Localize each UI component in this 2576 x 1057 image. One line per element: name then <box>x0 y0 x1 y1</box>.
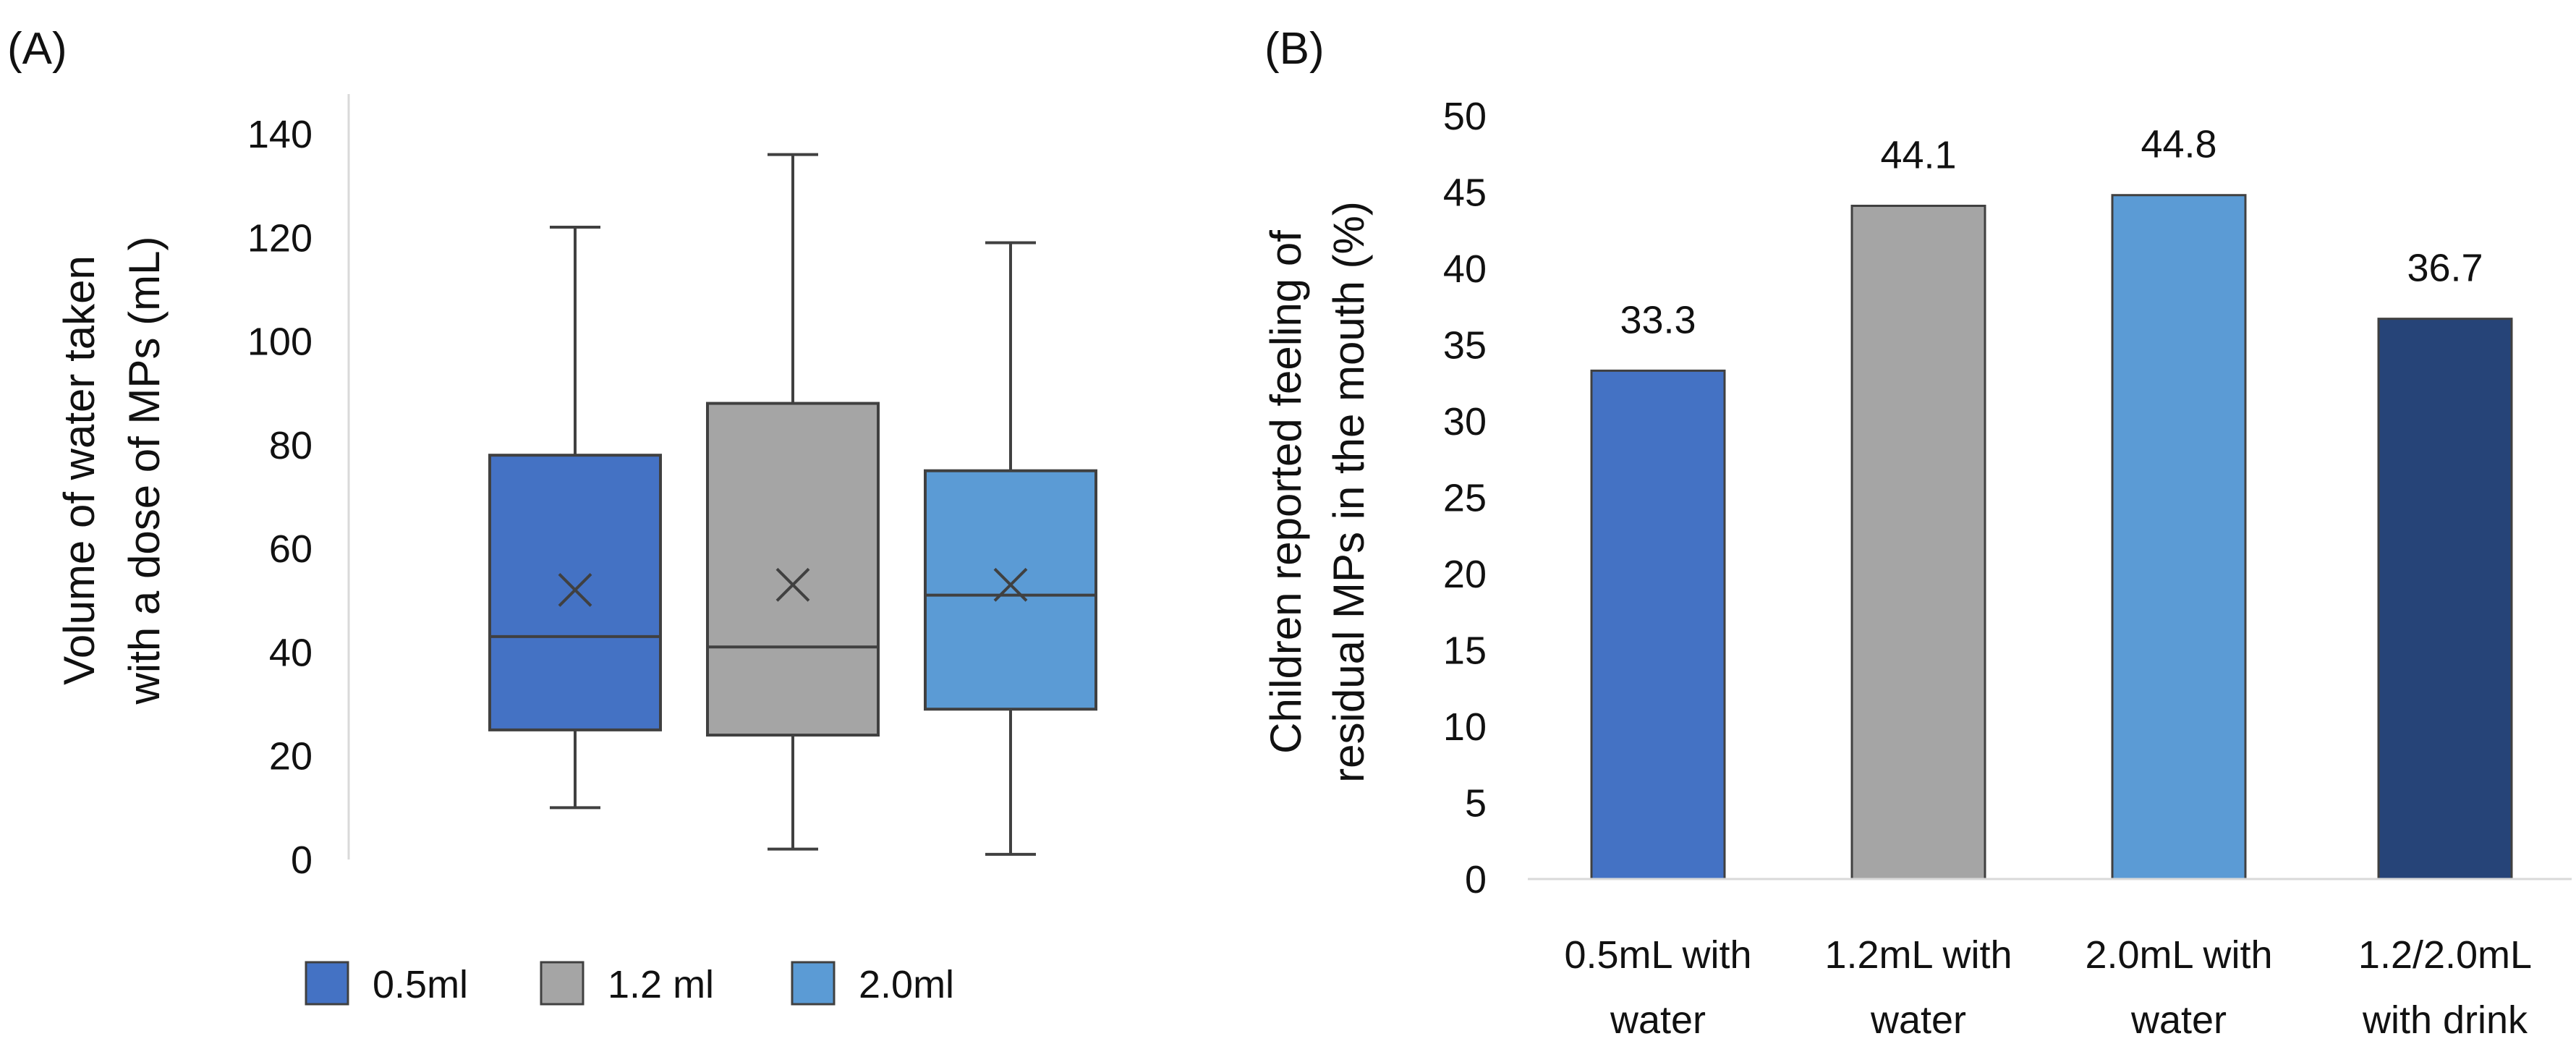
panel-b-y-tick-label-40: 40 <box>1443 247 1487 291</box>
panel-a-boxes <box>488 153 1097 856</box>
panel-b-y-tick-label-45: 45 <box>1443 171 1487 215</box>
panel-b-x-ticks: 0.5mL with water 1.2mL with water 2.0mL … <box>1564 933 2532 1042</box>
panel-a-label: (A) <box>7 24 67 74</box>
x-tick-label-3-line2: with drink <box>2362 998 2528 1042</box>
panel-b: (B) Children reported feeling of residua… <box>1262 24 2572 1042</box>
bar-value-label-1: 44.1 <box>1880 133 1956 177</box>
panel-b-y-tick-label-5: 5 <box>1465 782 1487 825</box>
panel-a-ylabel-line2: with a dose of MPs (mL) <box>120 237 169 705</box>
x-tick-label-1-line1: 1.2mL with <box>1824 933 2012 977</box>
x-tick-label-3-line1: 1.2/2.0mL <box>2358 933 2532 977</box>
panel-b-y-tick-label-0: 0 <box>1465 858 1487 901</box>
panel-b-ylabel-line2: residual MPs in the mouth (%) <box>1325 201 1373 783</box>
panel-b-ylabel-line1: Children reported feeling of <box>1262 230 1310 754</box>
panel-b-y-tick-label-35: 35 <box>1443 324 1487 368</box>
x-tick-label-0-line1: 0.5mL with <box>1564 933 1751 977</box>
box-iqr-0-5ml <box>488 454 662 731</box>
panel-a-y-tick-label-100: 100 <box>247 321 313 364</box>
legend-label-2-0ml: 2.0ml <box>859 963 954 1006</box>
panel-a-y-ticks: 0 20 40 60 80 100 120 140 <box>247 113 313 882</box>
panel-b-y-tick-label-10: 10 <box>1443 705 1487 749</box>
x-tick-label-2-line1: 2.0mL with <box>2085 933 2272 977</box>
bar-value-label-3: 36.7 <box>2407 247 2483 290</box>
panel-a-legend: 0.5ml 1.2 ml 2.0ml <box>305 961 954 1006</box>
bar-0 <box>1590 369 1726 880</box>
panel-a-y-tick-label-40: 40 <box>269 631 313 674</box>
panel-a: (A) Volume of water taken with a dose of… <box>7 24 1097 1006</box>
bar-3 <box>2377 318 2513 880</box>
legend-label-0-5ml: 0.5ml <box>373 963 468 1006</box>
panel-b-y-ticks: 0 5 10 15 20 25 30 35 40 45 50 <box>1443 95 1487 901</box>
box-iqr-2-0ml <box>924 469 1097 711</box>
panel-b-y-tick-label-50: 50 <box>1443 95 1487 138</box>
box-mean-marker-1-2-ml <box>775 567 810 602</box>
x-tick-label-0-line2: water <box>1610 998 1706 1042</box>
panel-a-y-tick-label-20: 20 <box>269 735 313 778</box>
x-tick-label-2-line2: water <box>2130 998 2227 1042</box>
legend-swatch-0-5ml <box>305 961 349 1006</box>
panel-b-y-tick-label-15: 15 <box>1443 629 1487 673</box>
legend-label-1-2ml: 1.2 ml <box>608 963 714 1006</box>
bar-1 <box>1850 204 1986 880</box>
panel-b-y-tick-label-25: 25 <box>1443 477 1487 520</box>
panel-a-y-tick-label-0: 0 <box>291 839 313 882</box>
bar-value-label-2: 44.8 <box>2141 123 2216 166</box>
panel-a-y-tick-label-140: 140 <box>247 113 313 156</box>
x-tick-label-1-line2: water <box>1870 998 1966 1042</box>
panel-a-y-tick-label-120: 120 <box>247 216 313 260</box>
panel-b-y-tick-label-30: 30 <box>1443 400 1487 443</box>
panel-b-y-tick-label-20: 20 <box>1443 553 1487 596</box>
panel-a-y-tick-label-80: 80 <box>269 424 313 467</box>
box-mean-marker-2-0ml <box>993 567 1028 602</box>
bar-value-label-0: 33.3 <box>1620 298 1696 341</box>
bar-2 <box>2111 194 2247 880</box>
panel-a-ylabel-line1: Volume of water taken <box>55 255 103 685</box>
panel-b-bars: 33.3 44.1 44.8 36.7 <box>1590 123 2513 880</box>
legend-swatch-2-0ml <box>791 961 836 1006</box>
panel-b-label: (B) <box>1264 24 1325 74</box>
panel-a-y-tick-label-60: 60 <box>269 527 313 571</box>
box-mean-marker-0-5ml <box>558 573 592 607</box>
legend-swatch-1-2ml <box>540 961 585 1006</box>
box-iqr-1-2-ml <box>706 402 880 737</box>
